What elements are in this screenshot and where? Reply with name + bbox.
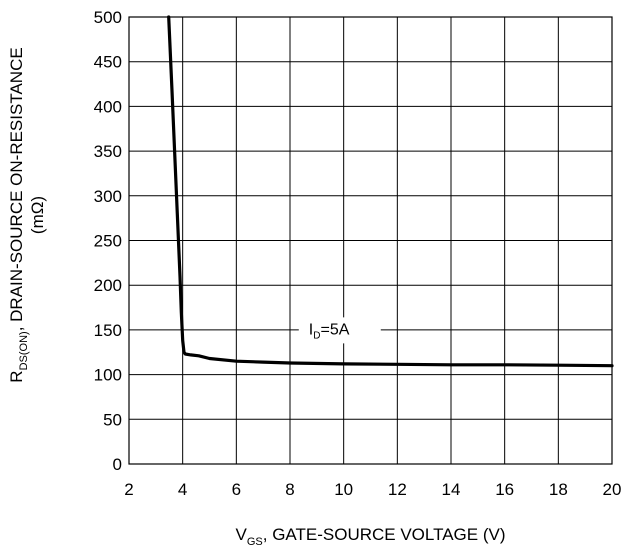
x-axis-title-sub: GS — [247, 536, 263, 548]
x-tick-label: 2 — [124, 480, 133, 499]
y-axis-title-line1: RDS(ON), DRAIN-SOURCE ON-RESISTANCE — [7, 47, 30, 382]
tick-labels: 2 4 6 8 10 12 14 16 18 20050100150200250300350400… — [94, 8, 622, 499]
y-tick-label: 250 — [94, 232, 122, 251]
grid — [128, 16, 613, 465]
annotation-main: I — [309, 321, 313, 338]
x-tick-label: 14 — [442, 480, 461, 499]
y-tick-label: 350 — [94, 142, 122, 161]
annotation-rest: =5A — [320, 321, 349, 338]
series-layer — [167, 15, 614, 368]
y-axis-title-rest: , DRAIN-SOURCE ON-RESISTANCE — [7, 47, 26, 331]
y-axis-title: RDS(ON), DRAIN-SOURCE ON-RESISTANCE (mΩ) — [7, 47, 47, 382]
y-tick-label: 450 — [94, 53, 122, 72]
x-tick-label: 10 — [334, 480, 353, 499]
x-tick-label: 20 — [603, 480, 622, 499]
x-tick-label: 6 — [232, 480, 241, 499]
y-tick-label: 400 — [94, 97, 122, 116]
y-tick-label: 0 — [113, 455, 122, 474]
x-tick-label: 4 — [178, 480, 187, 499]
y-axis-title-main: R — [7, 370, 26, 382]
plot-frame — [128, 16, 613, 465]
x-tick-label: 12 — [388, 480, 407, 499]
x-tick-label: 8 — [285, 480, 294, 499]
y-tick-label: 100 — [94, 366, 122, 385]
series-line — [167, 15, 614, 368]
annotation-background — [298, 317, 381, 344]
x-axis-title-main: V — [236, 525, 248, 544]
annotation-sub: D — [313, 330, 320, 341]
x-tick-label: 18 — [549, 480, 568, 499]
annotation: ID=5A — [298, 317, 381, 344]
x-axis-title: VGS, GATE-SOURCE VOLTAGE (V) — [236, 525, 506, 548]
y-axis-title-sub: DS(ON) — [18, 331, 30, 370]
y-tick-label: 150 — [94, 321, 122, 340]
x-tick-label: 16 — [495, 480, 514, 499]
y-tick-label: 500 — [94, 8, 122, 27]
y-tick-label: 50 — [103, 410, 122, 429]
x-axis-title-rest: , GATE-SOURCE VOLTAGE (V) — [263, 525, 506, 544]
y-tick-label: 300 — [94, 187, 122, 206]
y-axis-unit: (mΩ) — [28, 196, 47, 234]
y-tick-label: 200 — [94, 276, 122, 295]
annotation-label: ID=5A — [309, 321, 350, 341]
